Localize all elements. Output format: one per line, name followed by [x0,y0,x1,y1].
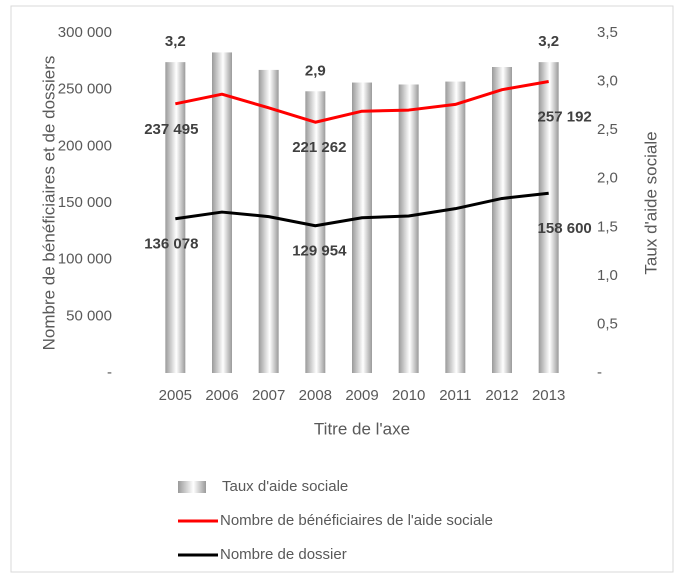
bar [352,82,372,374]
y-tick-label: - [107,364,112,381]
y2-tick-label: 1,0 [597,267,618,284]
y2-tick-label: 2,5 [597,121,618,138]
y2-axis-label: Taux d'aide sociale [641,131,660,274]
chart-border [10,5,674,573]
line [175,80,549,124]
bar [492,67,512,373]
data-label: 3,2 [538,33,559,50]
y-axis-label: Nombre de bénéficiaires et de dossiers [39,56,58,351]
x-tick-label: 2011 [439,387,471,404]
x-tick-label: 2012 [485,387,518,404]
y-tick-label: 250 000 [58,81,112,98]
x-tick-label: 2013 [532,387,565,404]
y-tick-label: 300 000 [58,24,112,41]
y2-tick-label: - [597,364,602,381]
bar [398,84,419,373]
legend-swatch [178,481,206,493]
data-label: 221 262 [292,139,346,156]
data-label: 257 192 [538,108,592,125]
x-tick-label: 2009 [345,387,378,404]
x-tick-label: 2005 [159,387,192,404]
legend-label: Nombre de bénéficiaires de l'aide social… [220,512,493,529]
data-label: 237 495 [144,121,198,138]
bar [445,81,466,374]
bar [538,62,559,374]
bar [258,69,279,374]
x-tick-label: 2006 [205,387,238,404]
x-tick-label: 2007 [252,387,285,404]
bar [305,91,326,374]
y-tick-label: 50 000 [66,307,112,324]
legend-label: Taux d'aide sociale [222,478,348,495]
y2-tick-label: 3,0 [597,73,618,90]
data-label: 158 600 [538,220,592,237]
y2-tick-label: 1,5 [597,218,618,235]
y2-tick-label: 3,5 [597,24,618,41]
x-tick-label: 2010 [392,387,425,404]
y-tick-label: 100 000 [58,251,112,268]
y-tick-label: 150 000 [58,194,112,211]
y2-tick-label: 2,0 [597,170,618,187]
legend-label: Nombre de dossier [220,546,347,563]
x-tick-label: 2008 [299,387,332,404]
x-axis-label: Titre de l'axe [314,419,410,438]
data-label: 136 078 [144,236,198,253]
data-label: 2,9 [305,62,326,79]
data-label: 129 954 [292,243,347,260]
line [175,191,549,228]
y-tick-label: 200 000 [58,137,112,154]
data-label: 3,2 [165,33,186,50]
y2-tick-label: 0,5 [597,315,618,332]
